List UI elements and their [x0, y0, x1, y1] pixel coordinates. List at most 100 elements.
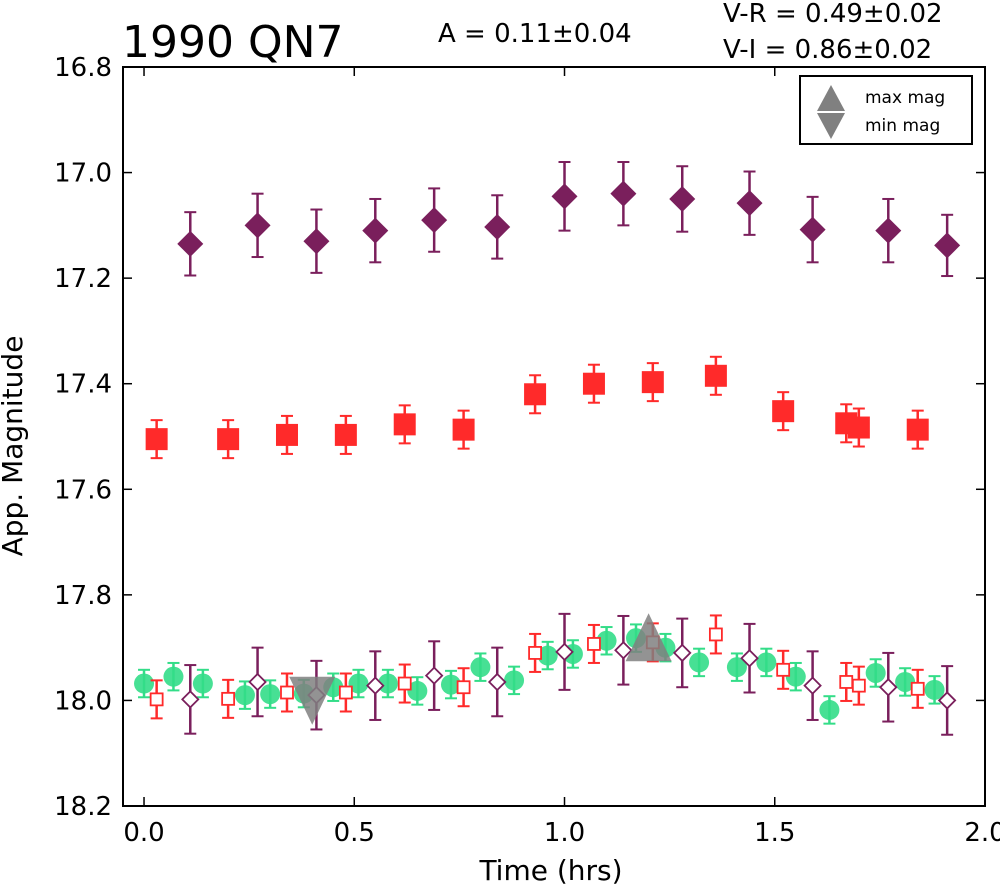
data-point-circle — [470, 657, 491, 678]
data-point-circle — [895, 671, 916, 692]
y-tick-label: 17.2 — [54, 264, 112, 294]
data-point-open-diamond — [937, 691, 957, 710]
legend-min-mag-label: min mag — [865, 116, 940, 136]
data-point-circle — [163, 666, 184, 687]
data-point-open-diamond — [366, 676, 385, 695]
data-point-square — [275, 423, 298, 446]
data-point-square — [772, 400, 795, 423]
data-point-circle — [234, 685, 255, 706]
y-tick-label: 17.0 — [54, 159, 112, 189]
data-point-circle — [134, 673, 155, 694]
data-point-circle — [785, 666, 806, 687]
data-point-circle — [924, 679, 945, 700]
y-tick-label: 17.6 — [54, 475, 112, 505]
data-point-circle — [260, 684, 281, 705]
y-tick-label: 17.4 — [54, 370, 112, 400]
series-i-reduced — [181, 612, 957, 736]
data-point-square — [393, 413, 416, 436]
plot-frame — [122, 66, 986, 807]
data-point-circle — [726, 657, 747, 678]
data-point-diamond — [875, 217, 902, 244]
data-point-circle — [865, 662, 886, 683]
data-point-square — [641, 371, 664, 394]
data-point-circle — [537, 645, 558, 666]
data-point-square — [582, 372, 605, 395]
x-tick-label: 2.0 — [964, 818, 1000, 848]
data-point-diamond — [551, 183, 578, 210]
data-point-diamond — [303, 228, 330, 255]
data-point-diamond — [610, 180, 637, 207]
data-point-open-diamond — [424, 666, 444, 685]
legend: max mag min mag — [799, 75, 973, 145]
data-point-square — [906, 418, 929, 441]
data-point-circle — [504, 670, 525, 691]
y-tick-label: 18.0 — [54, 686, 112, 716]
data-point-open-diamond — [487, 672, 507, 692]
data-point-open-diamond — [248, 672, 267, 692]
data-point-circle — [440, 674, 461, 695]
data-point-square — [847, 416, 870, 439]
y-axis-label: App. Magnitude — [0, 336, 29, 557]
max-mag-marker — [625, 613, 672, 662]
data-point-diamond — [934, 232, 961, 259]
series-i — [177, 161, 961, 278]
x-axis-label: Time (hrs) — [478, 854, 622, 887]
data-point-open-diamond — [672, 643, 692, 663]
data-point-diamond — [244, 212, 271, 239]
x-tick-label: 0.5 — [334, 818, 375, 848]
data-point-circle — [819, 699, 840, 720]
y-tick-label: 17.8 — [54, 581, 112, 611]
data-point-open-square — [910, 681, 925, 696]
data-point-open-square — [338, 685, 353, 700]
data-point-open-diamond — [879, 677, 898, 697]
data-point-diamond — [669, 185, 696, 212]
series-v — [134, 623, 945, 725]
data-point-circle — [348, 673, 369, 694]
data-point-square — [217, 428, 240, 451]
min-mag-marker — [289, 676, 336, 725]
legend-max-mag-marker — [817, 85, 845, 111]
data-point-open-square — [851, 678, 866, 693]
data-point-open-square — [839, 675, 854, 689]
data-point-circle — [192, 673, 213, 694]
data-point-square — [704, 364, 727, 387]
data-point-square — [524, 383, 547, 406]
x-tick-label: 1.5 — [754, 818, 795, 848]
data-point-square — [145, 428, 168, 451]
object-name-title: 1990 QN7 — [122, 17, 344, 68]
data-point-circle — [689, 652, 710, 673]
data-point-open-square — [149, 692, 164, 707]
data-point-open-diamond — [803, 676, 822, 695]
x-tick-label: 1.0 — [544, 818, 585, 848]
plot-area — [134, 161, 961, 736]
legend-min-mag-marker — [817, 113, 845, 139]
data-point-diamond — [736, 190, 763, 217]
data-point-diamond — [799, 216, 826, 243]
data-point-open-diamond — [181, 690, 200, 709]
y-tick-label: 18.2 — [54, 792, 112, 822]
data-point-circle — [407, 680, 428, 701]
data-point-circle — [756, 652, 777, 673]
data-point-open-square — [528, 646, 542, 660]
data-point-open-diamond — [614, 641, 633, 660]
data-point-square — [334, 423, 357, 446]
data-point-open-diamond — [740, 648, 759, 668]
data-point-open-square — [587, 637, 601, 651]
data-point-open-square — [397, 676, 412, 691]
data-point-square — [452, 418, 475, 441]
data-point-open-diamond — [555, 642, 574, 662]
data-point-open-square — [280, 685, 294, 700]
data-point-diamond — [362, 217, 389, 244]
x-tick-label: 0.0 — [123, 818, 164, 848]
data-point-open-square — [221, 691, 236, 706]
data-point-open-square — [456, 680, 471, 695]
color-vr-label: V-R = 0.49±0.02 — [723, 0, 943, 29]
data-point-circle — [596, 630, 617, 651]
series-r — [145, 355, 929, 460]
axes: 0.0 0.5 1.0 1.5 2.0 16.8 17.0 17.2 17.4 17.6 17.8 1… — [54, 53, 1000, 848]
data-point-open-square — [708, 627, 723, 642]
data-point-diamond — [484, 213, 511, 240]
data-point-circle — [377, 673, 398, 694]
